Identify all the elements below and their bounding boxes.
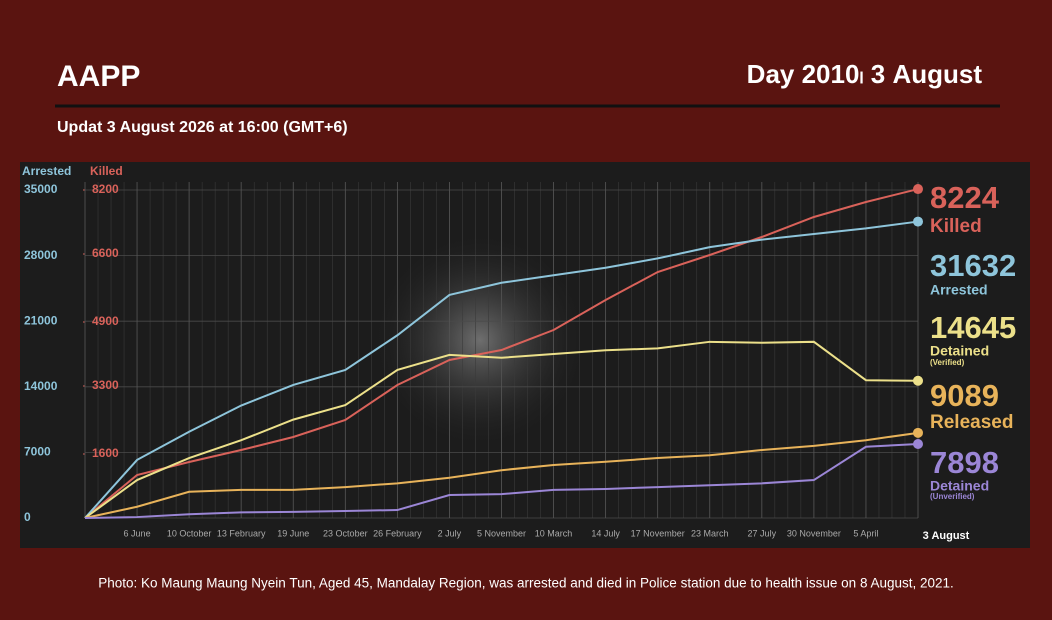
y2-tick-label: 6600 xyxy=(92,246,119,260)
plot: 0 7000 14000 21000 28000 35000 1600 3300 4900 660… xyxy=(24,182,970,542)
x-tick-label: 10 March xyxy=(535,528,573,538)
y-tick-label: 28000 xyxy=(24,248,58,262)
series-qualifier: (Unverified) xyxy=(930,492,975,501)
y2-tick-label: 3300 xyxy=(92,378,119,392)
end-dot xyxy=(913,375,923,386)
caption: Photo: Ko Maung Maung Nyein Tun, Aged 45… xyxy=(98,576,954,591)
end-dot xyxy=(913,216,923,227)
x-tick-label: 30 November xyxy=(787,528,841,538)
y-axis-label: Arrested xyxy=(22,164,71,178)
end-value: 8224 xyxy=(930,180,1000,215)
x-tick-label: 14 July xyxy=(591,528,620,538)
series-name: Detained xyxy=(930,478,989,494)
series-name: Released xyxy=(930,412,1013,433)
end-value: 31632 xyxy=(930,248,1016,283)
end-value: 7898 xyxy=(930,445,999,480)
x-tick-label: 6 June xyxy=(124,528,151,538)
x-tick-label: 5 November xyxy=(477,528,526,538)
series-line xyxy=(84,431,919,519)
series-qualifier: (Verified) xyxy=(930,358,965,367)
series-line xyxy=(84,442,919,519)
y2-axis-label: Killed xyxy=(90,164,123,178)
day-label: Day 2010၊ 3 August xyxy=(747,59,983,89)
end-dot xyxy=(913,438,923,449)
photo-glow xyxy=(370,230,590,450)
x-tick-label: 3 August xyxy=(923,530,970,542)
subtitle: Updat 3 August 2026 at 16:00 (GMT+6) xyxy=(57,119,348,136)
x-tick-label: 2 July xyxy=(438,528,462,538)
series-name: Arrested xyxy=(930,282,988,298)
series-name: Killed xyxy=(930,216,982,237)
x-tick-label: 10 October xyxy=(167,528,212,538)
series-name: Detained xyxy=(930,343,989,359)
x-tick-label: 26 February xyxy=(373,528,422,538)
y-tick-label: 0 xyxy=(24,510,31,524)
end-dot xyxy=(913,184,923,195)
y2-tick-label: 4900 xyxy=(92,314,119,328)
x-tick-label: 23 October xyxy=(323,528,368,538)
end-dot xyxy=(913,427,923,438)
series-line xyxy=(84,340,919,519)
end-value: 9089 xyxy=(930,378,999,413)
title: AAPP xyxy=(57,60,140,93)
x-tick-label: 23 March xyxy=(691,528,729,538)
y-tick-label: 35000 xyxy=(24,182,58,196)
x-tick-label: 13 February xyxy=(217,528,266,538)
x-tick-label: 5 April xyxy=(853,528,878,538)
y-tick-label: 7000 xyxy=(24,445,51,459)
series-line xyxy=(84,188,919,519)
y-tick-label: 14000 xyxy=(24,379,58,393)
end-value: 14645 xyxy=(930,310,1016,345)
y2-tick-label: 8200 xyxy=(92,182,119,196)
x-tick-label: 27 July xyxy=(748,528,777,538)
y2-tick-label: 1600 xyxy=(92,446,119,460)
y-tick-label: 21000 xyxy=(24,313,58,327)
x-tick-label: 17 November xyxy=(631,528,685,538)
x-tick-label: 19 June xyxy=(277,528,309,538)
series-line xyxy=(84,220,919,519)
